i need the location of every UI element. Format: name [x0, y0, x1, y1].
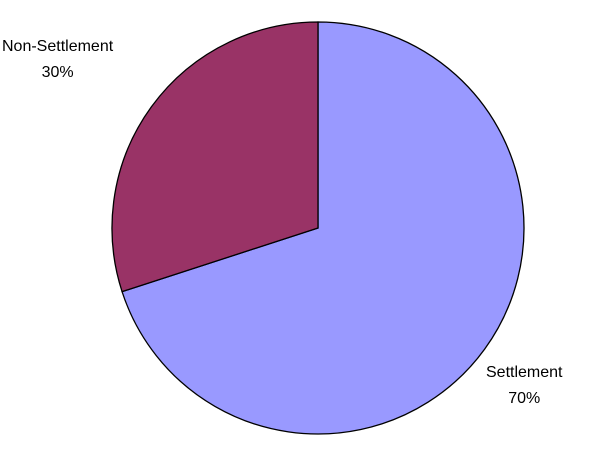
slice-label-non-settlement: Non-Settlement 30%	[2, 34, 113, 86]
slice-label-settlement-percent: 70%	[508, 390, 541, 407]
slice-label-non-settlement-percent: 30%	[41, 64, 74, 81]
slice-label-settlement: Settlement 70%	[486, 360, 562, 412]
slice-label-settlement-name: Settlement	[486, 364, 563, 381]
pie-slice-settlement	[121, 21, 525, 435]
slice-label-non-settlement-name: Non-Settlement	[2, 38, 114, 55]
pie-slice-non-settlement	[111, 21, 319, 293]
